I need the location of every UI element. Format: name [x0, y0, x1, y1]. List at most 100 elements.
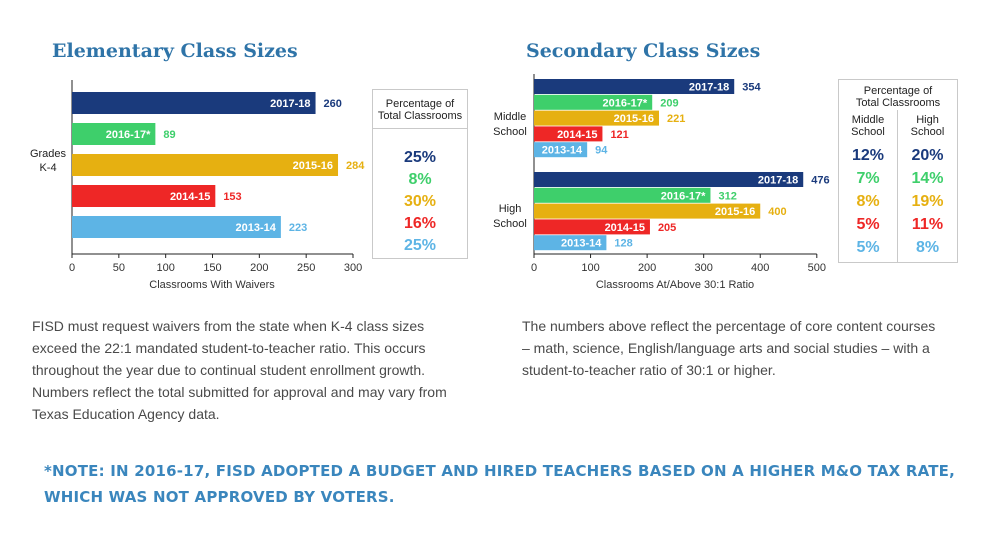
high-school-col-header: School — [910, 126, 945, 138]
sec-desc-line: The numbers above reflect the percentage… — [522, 318, 936, 334]
bar-2016-17 — [534, 94, 653, 110]
footnote: *NOTE: IN 2016-17, FISD ADOPTED A BUDGET… — [44, 462, 956, 506]
bar-2014-15 — [72, 185, 216, 207]
bar-value-label: 354 — [742, 82, 761, 94]
elem-desc-line: Numbers reflect the total submitted for … — [32, 384, 447, 400]
elementary-percentage-box: Percentage of Total Classrooms 25% 8% 30… — [372, 89, 468, 259]
hs-pct-2015-16: 19% — [911, 193, 944, 210]
x-axis-title: Classrooms At/Above 30:1 Ratio — [596, 279, 754, 291]
bar-2015-16 — [72, 154, 339, 176]
bar-category-label: 2016-17* — [661, 190, 706, 202]
x-tick-label: 400 — [751, 262, 769, 274]
bar-2013-14 — [534, 142, 588, 158]
x-tick-label: 100 — [581, 262, 599, 274]
bar-value-label: 94 — [595, 145, 608, 157]
bar-2015-16 — [534, 110, 659, 126]
x-tick-label: 200 — [250, 262, 268, 274]
pct-header-line2: Total Classrooms — [855, 97, 941, 109]
secondary-percentage-box: Percentage of Total Classrooms Middle Sc… — [838, 79, 958, 263]
bar-2015-16 — [534, 203, 761, 219]
x-tick-label: 50 — [113, 262, 125, 274]
bar-value-label: 476 — [811, 175, 829, 187]
bar-2017-18 — [534, 79, 735, 94]
bar-2014-15 — [534, 219, 650, 235]
elem-pct-2016-17: 8% — [408, 171, 432, 188]
bar-value-label: 400 — [768, 206, 786, 218]
x-tick-label: 100 — [156, 262, 174, 274]
ms-pct-2017-18: 12% — [851, 147, 885, 164]
bar-category-label: 2016-17* — [106, 129, 151, 141]
x-tick-label: 500 — [808, 262, 826, 274]
pct-header-line2: Total Classrooms — [377, 110, 463, 122]
middle-school-col-header: Middle — [851, 114, 885, 126]
ms-pct-2014-15: 5% — [856, 216, 880, 233]
bar-2017-18 — [534, 172, 804, 187]
bar-category-label: 2016-17* — [603, 97, 648, 109]
x-axis-title: Classrooms With Waivers — [149, 279, 275, 291]
group-label: High — [499, 203, 522, 215]
bar-value-label: 312 — [718, 190, 736, 202]
group-label-grades: K-4 — [39, 162, 56, 174]
hs-pct-2013-14: 8% — [915, 239, 940, 256]
ms-pct-2013-14: 5% — [856, 239, 880, 256]
hs-pct-2017-18: 20% — [911, 147, 944, 164]
hs-pct-2016-17: 14% — [911, 170, 944, 187]
bar-value-label: 209 — [660, 97, 678, 109]
bar-2014-15 — [534, 126, 603, 142]
secondary-description: The numbers above reflect the percentage… — [522, 315, 982, 381]
bar-2017-18 — [72, 92, 316, 114]
elem-desc-line: FISD must request waivers from the state… — [32, 318, 425, 334]
x-tick-label: 200 — [638, 262, 656, 274]
elem-pct-2017-18: 25% — [403, 149, 437, 166]
bar-value-label: 153 — [223, 191, 241, 203]
elementary-description: FISD must request waivers from the state… — [32, 315, 482, 425]
bar-value-label: 260 — [324, 98, 342, 110]
bar-2013-14 — [72, 216, 281, 238]
x-tick-label: 0 — [69, 262, 75, 274]
bar-category-label: 2015-16 — [614, 113, 654, 125]
bar-value-label: 205 — [658, 222, 676, 234]
bar-category-label: 2017-18 — [270, 98, 310, 110]
bar-2016-17 — [72, 123, 156, 145]
bar-category-label: 2014-15 — [557, 129, 597, 141]
bar-value-label: 284 — [346, 160, 365, 172]
group-label: Middle — [494, 111, 526, 123]
bar-value-label: 121 — [610, 129, 628, 141]
high-school-col-header: High — [916, 114, 939, 126]
group-label: School — [493, 126, 527, 138]
x-tick-label: 300 — [344, 262, 362, 274]
bar-category-label: 2013-14 — [236, 222, 277, 234]
bar-2016-17 — [534, 187, 711, 203]
bar-category-label: 2013-14 — [561, 238, 602, 250]
sec-desc-line: – math, science, English/language arts a… — [522, 340, 930, 356]
x-tick-label: 250 — [297, 262, 315, 274]
bar-value-label: 89 — [163, 129, 175, 141]
ms-pct-2016-17: 7% — [856, 170, 880, 187]
middle-school-col-header: School — [851, 126, 885, 138]
bar-category-label: 2017-18 — [758, 175, 798, 187]
elementary-title: Elementary Class Sizes — [52, 40, 298, 62]
bar-value-label: 221 — [667, 113, 685, 125]
pct-header-line1: Percentage of — [863, 85, 933, 97]
group-label-grades: Grades — [30, 148, 67, 160]
bar-2013-14 — [534, 235, 607, 251]
group-label: School — [493, 218, 527, 230]
elem-pct-2014-15: 16% — [403, 215, 437, 232]
elem-desc-line: throughout the year due to continual stu… — [32, 362, 426, 378]
bar-category-label: 2015-16 — [715, 206, 755, 218]
sec-desc-line: student-to-teacher ratio of 30:1 or high… — [522, 362, 776, 378]
elem-desc-line: Texas Education Agency data. — [32, 406, 220, 422]
bar-category-label: 2014-15 — [605, 222, 645, 234]
hs-pct-2014-15: 11% — [911, 216, 944, 233]
bar-value-label: 223 — [289, 222, 307, 234]
secondary-title: Secondary Class Sizes — [526, 40, 761, 62]
secondary-bar-chart: 0 100 200 300 400 500 Classrooms At/Above 30:1… — [493, 74, 830, 291]
bar-value-label: 128 — [614, 238, 632, 250]
elementary-bar-chart: 0 50 100 150 200 250 300 Classrooms With Waiver… — [30, 80, 365, 291]
x-tick-label: 0 — [531, 262, 537, 274]
bar-category-label: 2015-16 — [293, 160, 333, 172]
elem-desc-line: exceed the 22:1 mandated student-to-teac… — [32, 340, 426, 356]
bar-category-label: 2017-18 — [689, 82, 729, 94]
elem-pct-2013-14: 25% — [403, 237, 437, 254]
ms-pct-2015-16: 8% — [856, 193, 880, 210]
